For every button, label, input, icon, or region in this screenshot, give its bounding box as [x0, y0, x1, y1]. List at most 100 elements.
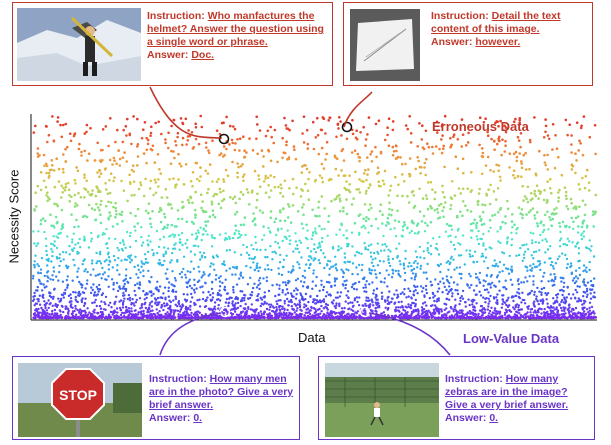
data-point [88, 311, 91, 314]
data-point [191, 201, 194, 205]
data-point [182, 293, 185, 296]
data-point [265, 307, 269, 311]
data-point [82, 291, 86, 295]
data-point [453, 248, 457, 251]
data-point [36, 263, 39, 266]
data-point [222, 178, 225, 181]
data-point [543, 188, 546, 192]
data-point [434, 278, 437, 281]
data-point [149, 301, 152, 305]
data-point [269, 210, 273, 213]
data-point [47, 133, 51, 137]
data-point [498, 289, 501, 292]
data-point [310, 257, 313, 260]
data-point [243, 293, 246, 297]
data-point [222, 316, 226, 320]
data-point [497, 124, 500, 128]
data-point [209, 307, 212, 311]
data-point [64, 288, 67, 292]
data-point [69, 300, 72, 303]
data-point [100, 313, 104, 316]
data-point [346, 315, 349, 318]
data-point [195, 161, 199, 165]
data-point [142, 309, 145, 313]
data-point [188, 278, 191, 281]
data-point [60, 208, 64, 212]
data-point [58, 256, 61, 260]
data-point [68, 316, 72, 320]
data-point [312, 272, 315, 275]
data-point [95, 202, 98, 206]
data-point [369, 152, 373, 156]
data-point [70, 213, 73, 216]
data-point [574, 288, 577, 292]
data-point [370, 269, 374, 272]
data-point [292, 250, 295, 253]
data-point [149, 131, 153, 135]
data-point [130, 310, 133, 313]
data-point [395, 235, 398, 238]
data-point [358, 316, 362, 319]
data-point [81, 263, 84, 266]
data-point [545, 298, 548, 301]
data-point [217, 303, 220, 307]
data-point [123, 282, 127, 286]
data-point [532, 283, 535, 286]
data-point [169, 162, 173, 165]
data-point [324, 132, 327, 135]
data-point [377, 304, 381, 308]
data-point [425, 304, 428, 307]
data-point [189, 300, 192, 303]
data-point [458, 309, 462, 312]
data-point [406, 127, 410, 131]
data-point [538, 149, 541, 153]
data-point [146, 138, 150, 142]
data-point [217, 276, 221, 280]
data-point [517, 206, 521, 209]
data-point [346, 244, 350, 248]
data-point [258, 185, 262, 189]
data-point [401, 291, 404, 294]
data-point [64, 148, 67, 151]
data-point [383, 243, 387, 246]
data-point [514, 150, 518, 154]
data-point [414, 298, 417, 302]
data-point [314, 284, 318, 287]
data-point [582, 235, 586, 238]
data-point [269, 189, 273, 192]
data-point [512, 120, 516, 124]
data-point [585, 308, 589, 311]
data-point [196, 299, 199, 302]
data-point [339, 316, 342, 319]
data-point [299, 292, 302, 295]
data-point [233, 307, 236, 310]
data-point [245, 264, 248, 268]
data-point [452, 133, 456, 136]
data-point [387, 248, 390, 251]
data-point [524, 265, 527, 268]
data-point [461, 309, 464, 312]
data-point [298, 303, 301, 306]
data-point [588, 309, 591, 312]
data-point [495, 262, 498, 266]
data-point [152, 193, 155, 197]
data-point [518, 296, 522, 300]
data-point [441, 209, 444, 213]
data-point [437, 253, 441, 256]
data-point [588, 247, 591, 251]
data-point [236, 171, 239, 175]
data-point [130, 307, 133, 310]
data-point [99, 203, 102, 206]
data-point [283, 308, 286, 311]
data-point [364, 227, 367, 230]
data-point [162, 302, 166, 305]
data-point [562, 315, 565, 318]
data-point [141, 315, 145, 318]
data-point [470, 316, 473, 320]
data-point [122, 279, 125, 282]
data-point [582, 230, 586, 233]
data-point [97, 189, 101, 192]
data-point [181, 143, 184, 147]
data-point [312, 316, 315, 320]
data-point [334, 278, 337, 281]
